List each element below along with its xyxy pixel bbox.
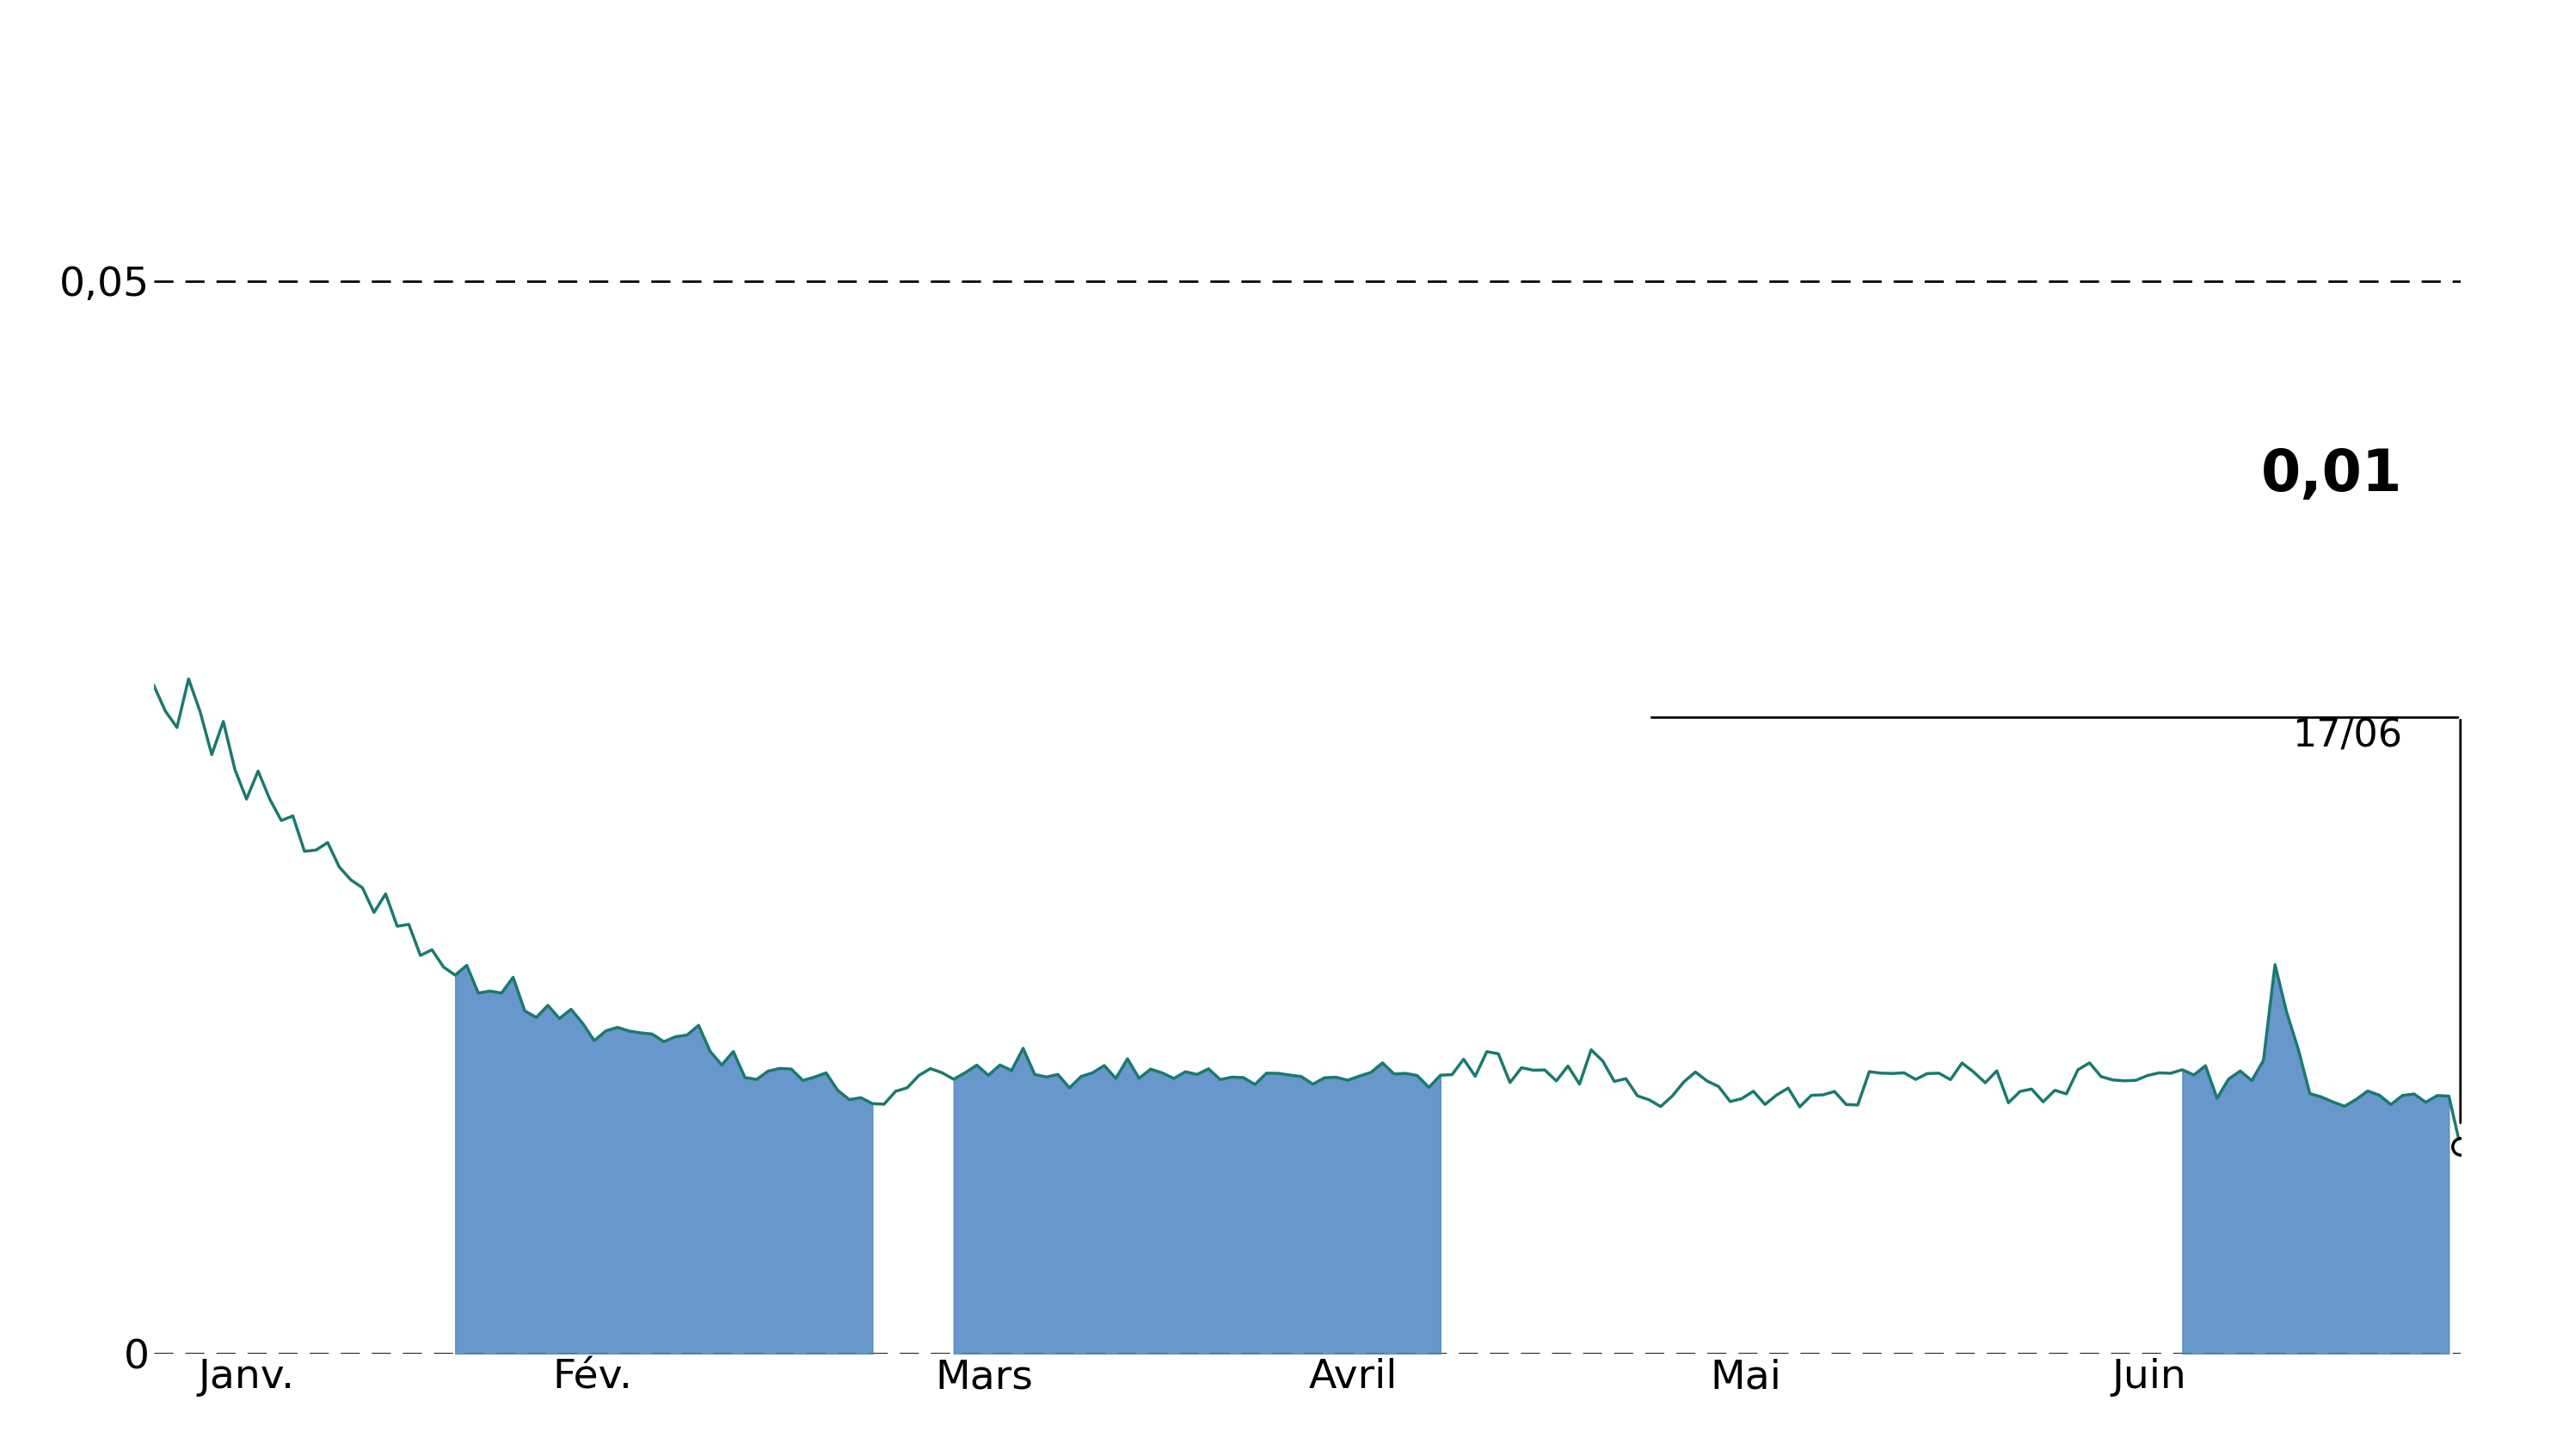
- Text: HYBRIGENICS: HYBRIGENICS: [915, 16, 1648, 108]
- Text: 17/06: 17/06: [2291, 718, 2402, 754]
- Text: 0,01: 0,01: [2261, 446, 2402, 502]
